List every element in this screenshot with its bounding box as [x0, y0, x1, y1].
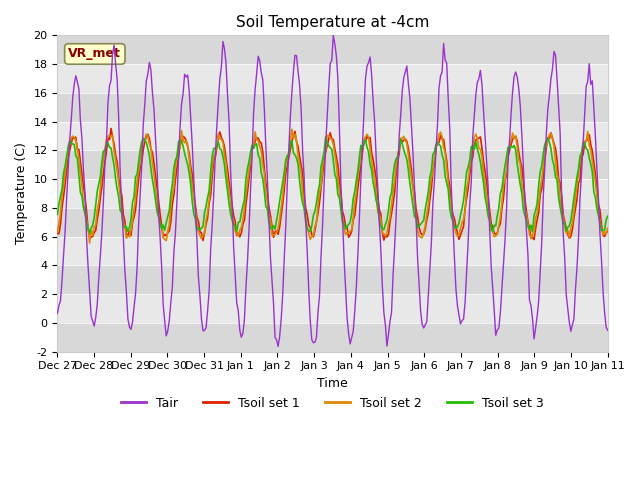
Bar	[58, 237, 607, 265]
Legend: Tair, Tsoil set 1, Tsoil set 2, Tsoil set 3: Tair, Tsoil set 1, Tsoil set 2, Tsoil se…	[116, 392, 548, 415]
Bar	[58, 294, 607, 323]
Title: Soil Temperature at -4cm: Soil Temperature at -4cm	[236, 15, 429, 30]
Bar	[58, 179, 607, 208]
Bar	[58, 265, 607, 294]
Bar	[58, 150, 607, 179]
Bar	[58, 93, 607, 121]
Bar	[58, 208, 607, 237]
Y-axis label: Temperature (C): Temperature (C)	[15, 143, 28, 244]
Text: VR_met: VR_met	[68, 48, 122, 60]
Bar	[58, 121, 607, 150]
X-axis label: Time: Time	[317, 377, 348, 390]
Bar	[58, 323, 607, 351]
Bar	[58, 36, 607, 64]
Bar	[58, 64, 607, 93]
